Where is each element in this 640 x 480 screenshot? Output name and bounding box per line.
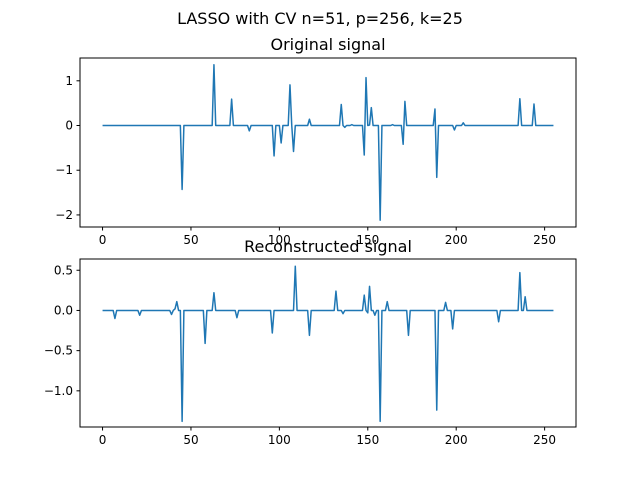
y-tick-label: 0.5 — [54, 263, 73, 277]
x-tick-label: 50 — [183, 233, 198, 247]
y-tick-label: −2 — [55, 208, 73, 222]
x-tick-label: 100 — [268, 433, 291, 447]
bottom-subplot: Reconstructed signal 0 50 100 150 200 250 −1.0… — [44, 237, 577, 447]
bottom-subplot-axes-frame — [79, 258, 577, 428]
x-tick-label: 200 — [445, 433, 468, 447]
x-tick-label: 150 — [356, 233, 379, 247]
x-tick-label: 200 — [445, 233, 468, 247]
y-tick-label: 1 — [65, 74, 73, 88]
bottom-subplot-title: Reconstructed signal — [244, 237, 412, 256]
x-tick-label: 250 — [533, 433, 556, 447]
x-tick-label: 0 — [99, 233, 107, 247]
x-tick-label: 250 — [533, 233, 556, 247]
signal-line — [102, 265, 554, 423]
y-tick-label: 0 — [65, 119, 73, 133]
x-tick-label: 100 — [268, 233, 291, 247]
figure-suptitle: LASSO with CV n=51, p=256, k=25 — [177, 9, 463, 28]
x-tick-label: 0 — [99, 433, 107, 447]
x-tick-label: 50 — [183, 433, 198, 447]
top-subplot-axes-frame — [79, 57, 577, 228]
x-tick-label: 150 — [356, 433, 379, 447]
y-tick-label: −1.0 — [44, 384, 73, 398]
signal-line — [102, 63, 554, 222]
y-tick-label: −1 — [55, 163, 73, 177]
top-subplot: Original signal 0 50 100 150 200 250 −2 −1 0 1 — [55, 35, 577, 247]
y-tick-label: −0.5 — [44, 344, 73, 358]
y-tick-label: 0.0 — [54, 303, 73, 317]
top-subplot-title: Original signal — [270, 35, 385, 54]
